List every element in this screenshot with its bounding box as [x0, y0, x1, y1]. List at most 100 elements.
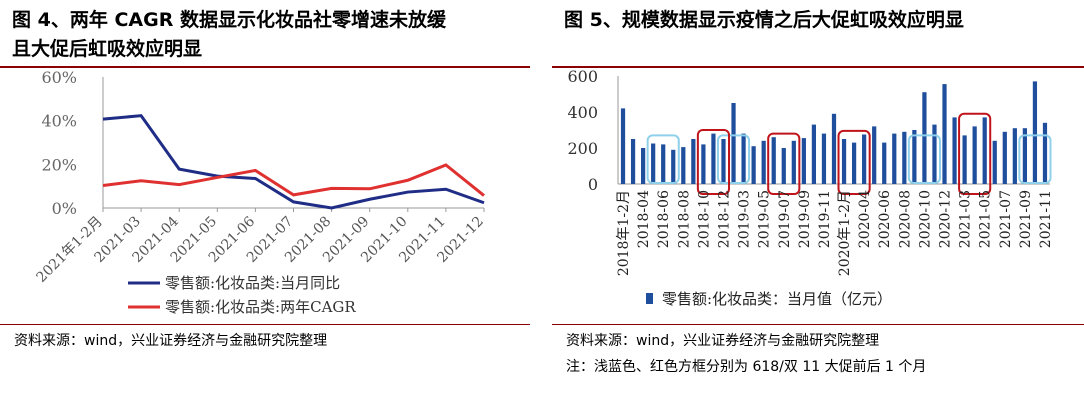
x-tick-label: 2019-05	[757, 190, 773, 248]
bar	[781, 148, 786, 184]
x-tick-label: 2018-12	[716, 190, 732, 248]
red-box	[767, 132, 801, 195]
right-bottom-rule	[552, 324, 1084, 325]
x-tick-label: 2021年1-2月	[34, 214, 106, 286]
y-tick-label: 20%	[41, 155, 77, 174]
bar	[761, 140, 766, 184]
light-blue-box	[716, 134, 751, 184]
light-blue-box	[907, 134, 941, 184]
right-panel: 图 5、规模数据显示疫情之后大促虹吸效应明显 0 200 400 600 2018年1-…	[552, 0, 1084, 406]
x-tick-label: 2019-11	[817, 190, 833, 248]
bar	[630, 139, 636, 184]
bar	[651, 143, 656, 184]
bar	[741, 133, 746, 184]
series-line-1	[102, 163, 485, 197]
bar-chart: 0 200 400 600 2018年1-2月 2018-04 2018-06 2018-08…	[567, 68, 1054, 308]
bar	[711, 133, 716, 184]
bar	[681, 147, 686, 184]
x-tick-label: 2020-10	[917, 190, 933, 248]
bar	[902, 131, 907, 184]
x-tick-label: 2018-08	[676, 190, 692, 248]
left-title-line1: 图 4、两年 CAGR 数据显示化妆品社零增速未放缓	[12, 9, 446, 31]
right-title: 图 5、规模数据显示疫情之后大促虹吸效应明显	[564, 9, 964, 31]
series-line-0	[102, 114, 485, 210]
x-tick-label: 2019-07	[777, 190, 793, 248]
bar	[1032, 81, 1038, 184]
bar	[1042, 122, 1048, 184]
light-blue-box	[646, 134, 680, 184]
bar	[992, 140, 997, 184]
x-tick-label: 2018-06	[656, 190, 672, 248]
bar	[620, 108, 626, 184]
x-tick-label: 2021-07	[998, 190, 1014, 248]
x-tick-label: 2021-11	[1038, 190, 1054, 248]
bar	[922, 92, 927, 184]
bar	[701, 144, 706, 184]
right-top-rule	[552, 66, 1084, 68]
bar	[661, 144, 666, 184]
left-panel: 图 4、两年 CAGR 数据显示化妆品社零增速未放缓 且大促后虹吸效应明显 0%…	[0, 0, 530, 406]
bar	[962, 135, 967, 184]
x-tick-label: 2018-10	[696, 190, 712, 248]
left-title: 图 4、两年 CAGR 数据显示化妆品社零增速未放缓 且大促后虹吸效应明显	[12, 6, 446, 64]
right-source: 资料来源：wind，兴业证券经济与金融研究院整理	[566, 333, 880, 349]
x-tick-label: 2020-08	[897, 190, 913, 248]
bar	[982, 117, 987, 184]
red-box	[837, 129, 871, 195]
left-title-line2: 且大促后虹吸效应明显	[12, 38, 203, 60]
legend-swatch	[646, 293, 653, 304]
bar	[942, 84, 947, 184]
bar	[851, 142, 857, 184]
x-tick-label: 2021-03	[958, 190, 974, 248]
red-box	[696, 129, 731, 195]
bar	[882, 142, 887, 184]
x-tick-label: 2021-09	[1018, 190, 1034, 248]
bar	[751, 146, 756, 184]
bar	[801, 138, 806, 184]
bar	[892, 133, 897, 184]
x-tick-label: 2020-06	[877, 190, 893, 248]
y-tick-label: 600	[567, 68, 598, 86]
x-tick-label: 2019-09	[797, 190, 813, 248]
bar	[841, 139, 847, 184]
x-tick-label: 2020年1-2月	[837, 190, 853, 276]
bar	[641, 148, 646, 184]
bar	[771, 137, 776, 184]
y-tick-label: 40%	[41, 112, 77, 131]
bar	[731, 103, 736, 184]
y-tick-label: 60%	[41, 68, 77, 87]
legend-label-1: 零售额:化妆品类:两年CAGR	[165, 298, 356, 316]
light-blue-box	[1018, 134, 1052, 184]
y-tick-label: 200	[567, 139, 598, 158]
bar	[831, 113, 837, 184]
bar	[952, 117, 957, 184]
bar	[811, 124, 817, 184]
bar	[691, 139, 696, 184]
left-top-rule	[0, 66, 530, 68]
bar	[1022, 128, 1027, 184]
x-tick-label: 2020-12	[938, 190, 954, 248]
bar	[1002, 131, 1007, 184]
y-tick-label: 400	[567, 103, 598, 122]
left-bottom-rule	[0, 324, 530, 325]
y-tick-label: 0	[588, 175, 598, 194]
bar	[932, 124, 937, 184]
red-box	[958, 112, 992, 195]
x-tick-label: 2021-05	[978, 190, 994, 248]
x-tick-label: 2018-04	[636, 190, 652, 248]
y-tick-label: 0%	[52, 199, 77, 218]
bar	[872, 126, 877, 184]
right-note: 注：浅蓝色、红色方框分别为 618/双 11 大促前后 1 个月	[566, 359, 927, 375]
x-tick-label: 2018年1-2月	[616, 190, 632, 276]
bar	[671, 149, 676, 184]
legend-label-0: 零售额:化妆品类:当月同比	[165, 274, 340, 292]
bar	[721, 139, 726, 184]
legend-label: 零售额:化妆品类：当月值（亿元）	[662, 290, 892, 308]
left-source: 资料来源：wind，兴业证券经济与金融研究院整理	[14, 333, 328, 349]
line-chart: 0%20%40%60%2021年1-2月2021-032021-042021-0…	[34, 68, 487, 316]
bar	[912, 130, 917, 184]
bar	[821, 133, 827, 184]
x-tick-label: 2020-04	[857, 190, 873, 248]
x-tick-label: 2019-03	[737, 190, 753, 248]
bar	[1012, 128, 1017, 184]
